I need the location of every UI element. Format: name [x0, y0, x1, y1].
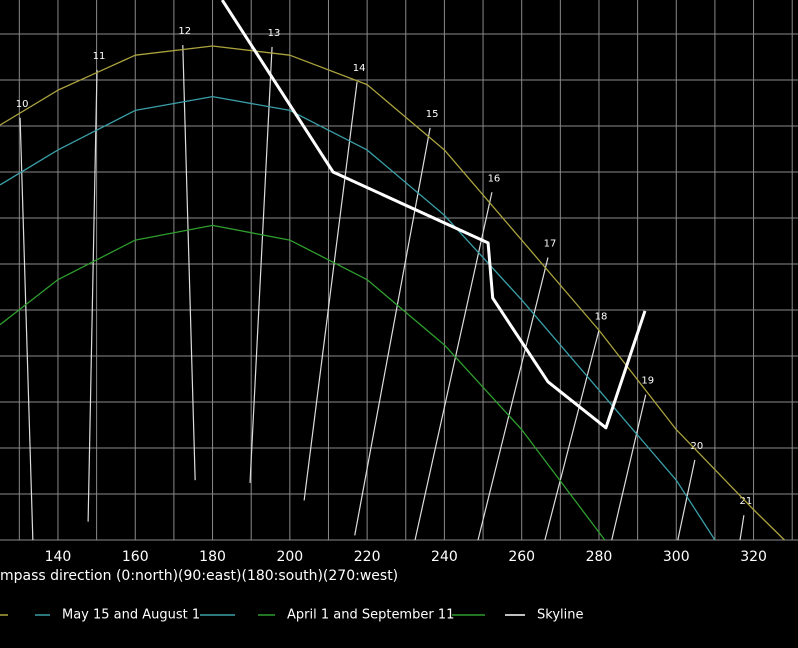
series-line: [0, 45, 785, 541]
hour-label: 19: [641, 376, 654, 387]
legend-label: May 15 and August 1: [62, 608, 200, 623]
hour-line: [477, 257, 549, 541]
legend-label: April 1 and September 11: [287, 608, 454, 623]
hour-label: 17: [544, 239, 557, 250]
hour-label: 16: [488, 173, 501, 184]
x-tick-label: 260: [508, 549, 535, 565]
hour-line: [249, 46, 273, 483]
hour-label: 18: [595, 311, 608, 322]
hour-line: [354, 127, 431, 536]
legend-label: Skyline: [537, 608, 583, 623]
x-tick-label: 140: [45, 549, 72, 565]
hour-line: [303, 81, 358, 501]
x-axis-label: mpass direction (0:north)(90:east)(180:s…: [0, 568, 398, 584]
series-line: [0, 95, 716, 541]
hour-label: 15: [426, 109, 439, 120]
hour-line: [19, 117, 34, 541]
x-tick-label: 160: [122, 549, 149, 565]
x-tick-label: 280: [586, 549, 613, 565]
series-line: [0, 224, 606, 541]
hour-label: 12: [178, 26, 191, 37]
x-tick-label: 320: [740, 549, 767, 565]
hour-line: [414, 192, 493, 541]
hour-line: [87, 69, 98, 522]
x-tick-label: 300: [663, 549, 690, 565]
series-line: [220, 0, 647, 430]
hour-label: 11: [93, 51, 106, 62]
x-tick-label: 220: [354, 549, 381, 565]
hour-label: 13: [268, 28, 281, 39]
hour-line: [611, 394, 647, 541]
hour-line: [182, 45, 196, 481]
hour-line: [677, 459, 696, 541]
hour-line: [544, 330, 600, 541]
x-tick-label: 200: [276, 549, 303, 565]
hour-label: 14: [353, 63, 366, 74]
x-tick-label: 180: [199, 549, 226, 565]
hour-line: [739, 515, 745, 541]
x-tick-label: 240: [431, 549, 458, 565]
hour-label: 20: [690, 441, 703, 452]
hour-label: 10: [16, 99, 29, 110]
